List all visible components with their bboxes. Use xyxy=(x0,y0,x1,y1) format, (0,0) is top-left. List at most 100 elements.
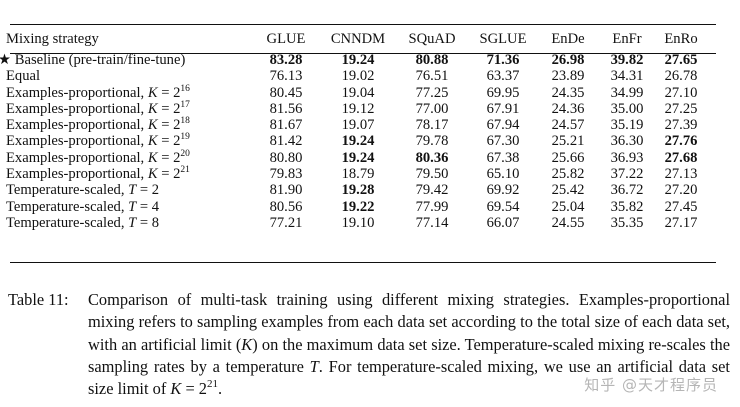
table-cell: 77.14 xyxy=(415,214,449,231)
row-name: Examples-proportional, xyxy=(6,84,148,101)
table-cell: 69.95 xyxy=(486,84,520,101)
row-exponent: 21 xyxy=(180,165,190,176)
row-name: Temperature-scaled, xyxy=(6,214,129,231)
table-cell: 19.24 xyxy=(341,149,375,166)
table-cell: 67.91 xyxy=(486,100,520,117)
top-rule xyxy=(10,24,716,26)
table-cell: 36.30 xyxy=(610,133,644,150)
row-name: Baseline (pre-train/fine-tune) xyxy=(14,52,186,68)
table-cell: 19.12 xyxy=(341,100,375,117)
table-cell: 27.39 xyxy=(664,117,698,134)
table-cell: 19.24 xyxy=(341,52,375,68)
table-cell: 27.65 xyxy=(664,52,698,68)
table-cell: 27.68 xyxy=(664,149,698,166)
table-row: Temperature-scaled, T = 4 80.56 19.22 77.99… xyxy=(0,199,707,215)
row-label: Temperature-scaled, T = 8 xyxy=(0,215,251,231)
table-cell: 80.36 xyxy=(415,149,449,166)
table-cell: 25.21 xyxy=(551,133,585,150)
row-name: Examples-proportional, xyxy=(6,100,148,117)
table-cell: 78.17 xyxy=(415,117,449,134)
row-label: Examples-proportional, K = 220 xyxy=(0,148,251,166)
row-name: Examples-proportional, xyxy=(6,149,148,166)
table-cell: 63.37 xyxy=(486,68,520,85)
row-label: Examples-proportional, K = 217 xyxy=(0,99,251,117)
table-cell: 81.56 xyxy=(269,100,303,117)
table-row: Examples-proportional, K = 220 80.80 19.24… xyxy=(0,148,707,166)
table-cell: 24.55 xyxy=(551,214,585,231)
column-header: SGLUE xyxy=(479,31,527,47)
table-cell: 83.28 xyxy=(269,52,303,68)
table-cell: 36.72 xyxy=(610,182,644,199)
table-cell: 67.38 xyxy=(486,149,520,166)
column-header: EnRo xyxy=(664,31,698,47)
caption-text: Comparison of multi-task training using … xyxy=(88,290,731,399)
bottom-rule xyxy=(10,262,716,264)
table-cell: 80.45 xyxy=(269,84,303,101)
table-cell: 35.35 xyxy=(610,214,644,231)
table-row: Examples-proportional, K = 218 81.67 19.07… xyxy=(0,116,707,134)
table-header-row: Mixing strategy GLUE CNNDM SQuAD SGLUE E… xyxy=(0,26,707,52)
row-label: Examples-proportional, K = 221 xyxy=(0,165,251,182)
row-exponent: 17 xyxy=(180,99,190,110)
row-exponent: 18 xyxy=(180,116,190,127)
row-label: Temperature-scaled, T = 4 xyxy=(0,199,251,215)
table-cell: 69.92 xyxy=(486,182,520,199)
table-cell: 80.80 xyxy=(269,149,303,166)
row-parameter: K = 2 xyxy=(147,84,181,101)
results-table: Mixing strategy GLUE CNNDM SQuAD SGLUE E… xyxy=(0,26,707,231)
table-cell: 26.98 xyxy=(551,52,585,68)
table-cell: 67.94 xyxy=(486,117,520,134)
table-cell: 80.56 xyxy=(269,198,303,215)
table-cell: 34.31 xyxy=(610,68,644,85)
table-cell: 35.00 xyxy=(610,100,644,117)
table-cell: 69.54 xyxy=(486,198,520,215)
column-header: EnDe xyxy=(551,31,585,47)
table-cell: 25.66 xyxy=(551,149,585,166)
table-cell: 66.07 xyxy=(486,214,520,231)
row-name: Temperature-scaled, xyxy=(6,182,129,199)
table-cell: 27.76 xyxy=(664,133,698,150)
column-header: CNNDM xyxy=(330,31,386,47)
table-cell: 24.36 xyxy=(551,100,585,117)
table-cell: 19.24 xyxy=(341,133,375,150)
table-cell: 37.22 xyxy=(610,166,644,183)
row-label: ★ Baseline (pre-train/fine-tune) xyxy=(0,52,251,68)
table-cell: 39.82 xyxy=(610,52,644,68)
column-header: EnFr xyxy=(612,31,642,47)
table-cell: 24.57 xyxy=(551,117,585,134)
row-parameter: K = 2 xyxy=(147,149,181,166)
table-cell: 19.22 xyxy=(341,198,375,215)
table-cell: 18.79 xyxy=(341,166,375,183)
table-row: Examples-proportional, K = 217 81.56 19.12… xyxy=(0,99,707,117)
star-icon: ★ xyxy=(0,52,12,68)
table-cell: 19.07 xyxy=(341,117,375,134)
table-caption: Table 11: Comparison of multi-task train… xyxy=(8,289,730,400)
table-cell: 26.78 xyxy=(664,68,698,85)
table-cell: 77.99 xyxy=(415,198,449,215)
table-cell: 24.35 xyxy=(551,84,585,101)
table-cell: 25.42 xyxy=(551,182,585,199)
table-cell: 76.51 xyxy=(415,68,449,85)
table-cell: 79.42 xyxy=(415,182,449,199)
table-cell: 79.78 xyxy=(415,133,449,150)
row-parameter: T = 4 xyxy=(128,198,160,215)
table-cell: 27.10 xyxy=(664,84,698,101)
table-row: ★ Baseline (pre-train/fine-tune) 83.28 19.… xyxy=(0,52,707,68)
table-cell: 34.99 xyxy=(610,84,644,101)
row-label: Examples-proportional, K = 216 xyxy=(0,84,251,101)
table-cell: 27.17 xyxy=(664,214,698,231)
table-cell: 27.25 xyxy=(664,100,698,117)
row-name: Examples-proportional, xyxy=(6,117,148,134)
table-cell: 27.20 xyxy=(664,182,698,199)
row-label: Temperature-scaled, T = 2 xyxy=(0,182,251,198)
table-cell: 81.90 xyxy=(269,182,303,199)
row-exponent: 20 xyxy=(180,148,190,159)
table-cell: 19.02 xyxy=(341,68,375,85)
row-name: Temperature-scaled, xyxy=(6,198,129,215)
watermark: 知乎 @天才程序员 xyxy=(584,376,718,394)
row-label: Examples-proportional, K = 219 xyxy=(0,133,251,150)
table-cell: 25.82 xyxy=(551,166,585,183)
table-row: Temperature-scaled, T = 8 77.21 19.10 77.14… xyxy=(0,215,707,231)
table-cell: 71.36 xyxy=(486,52,520,68)
table-row: Examples-proportional, K = 221 79.83 18.79… xyxy=(0,165,707,183)
